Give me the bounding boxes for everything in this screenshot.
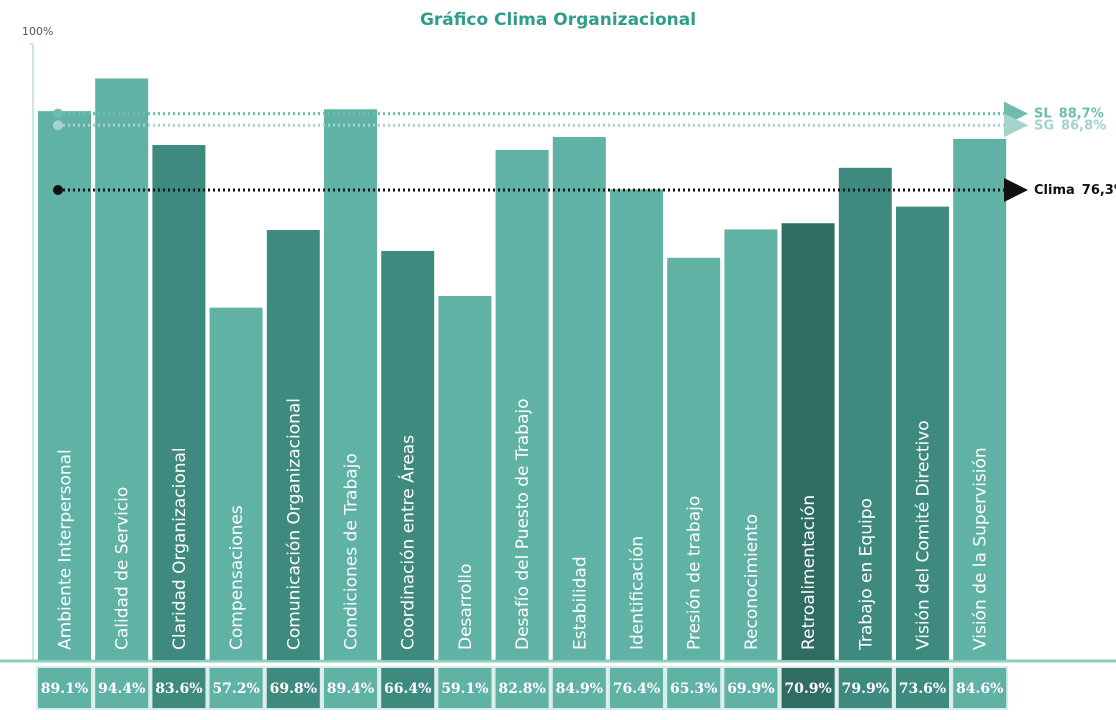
bar [781,223,835,661]
reference-name: SG [1034,118,1054,133]
reference-value: 88,7% [1059,106,1104,121]
bar [495,149,549,660]
bar [38,111,91,661]
value-label: 69.8% [270,681,317,697]
value-label: 89.1% [41,681,88,697]
category-label: Presión de trabajo [685,496,705,650]
reference-name: Clima [1034,182,1075,197]
value-box [379,666,437,710]
category-label: Coordinación entre Áreas [397,435,419,650]
category-label: Reconocimiento [742,514,762,650]
bar [95,78,149,661]
value-box [93,666,151,710]
value-label: 84.6% [956,681,1003,697]
bar [552,137,606,661]
bar [209,307,263,660]
reference-value: 76,3% [1082,182,1116,197]
value-box [493,666,551,710]
bar [610,189,663,660]
bar [324,109,377,660]
category-label: Claridad Organizacional [170,447,190,650]
value-label: 70.9% [784,681,831,697]
value-box [951,666,1009,710]
category-label: Calidad de Servicio [113,487,133,650]
value-box [894,666,951,710]
category-label: Comunicación Organizacional [284,398,304,650]
chart-title: Gráfico Clima Organizacional [420,10,696,30]
value-box [550,666,608,710]
reference-value: 86,8% [1061,118,1106,133]
value-box [322,666,379,710]
value-label: 84.9% [556,681,603,697]
category-label: Estabilidad [570,556,590,650]
value-label: 89.4% [327,681,374,697]
value-box [264,666,322,710]
category-label: Visión del Comité Directivo [914,420,934,650]
value-box [665,666,723,710]
category-label: Retroalimentación [799,495,819,650]
bar [838,167,892,661]
category-label: Condiciones de Trabajo [342,453,362,650]
value-label: 73.6% [899,681,946,697]
bar [381,250,435,660]
value-box [836,666,894,710]
value-label: 59.1% [441,681,488,697]
value-label: 94.4% [98,681,145,697]
value-box [150,666,208,710]
value-label: 83.6% [155,681,202,697]
bar [896,206,949,660]
reference-dot [53,108,63,119]
value-label: 69.9% [727,681,774,697]
value-label: 79.9% [842,681,889,697]
value-box [608,666,665,710]
value-box [779,666,837,710]
category-label: Visión de la Supervisión [971,447,991,650]
reference-dot [53,120,63,131]
category-label: Desarrollo [456,564,476,650]
reference-name: SL [1034,106,1052,121]
reference-dot [53,184,63,195]
reference-label: SG 86,8% [1034,118,1106,133]
value-label: 66.4% [384,681,431,697]
bar [152,145,206,661]
value-label: 76.4% [613,681,660,697]
category-label: Desafío del Puesto de Trabajo [513,398,533,650]
bar [266,230,320,661]
bar [438,295,492,660]
reference-label: Clima 76,3% [1034,182,1116,197]
y-tick-label: 100% [22,25,53,38]
value-box [207,666,265,710]
bar [667,257,721,660]
value-box [722,666,780,710]
value-label: 57.2% [212,681,259,697]
value-box [436,666,494,710]
category-label: Compensaciones [227,505,247,650]
bar [724,229,778,660]
value-label: 82.8% [498,681,545,697]
bar [953,138,1007,660]
value-box [36,666,93,710]
value-label: 65.3% [670,681,717,697]
category-label: Ambiente Interpersonal [56,449,76,650]
category-label: Identificación [628,536,648,650]
reference-label: SL 88,7% [1034,106,1104,121]
category-label: Trabajo en Equipo [856,498,876,651]
